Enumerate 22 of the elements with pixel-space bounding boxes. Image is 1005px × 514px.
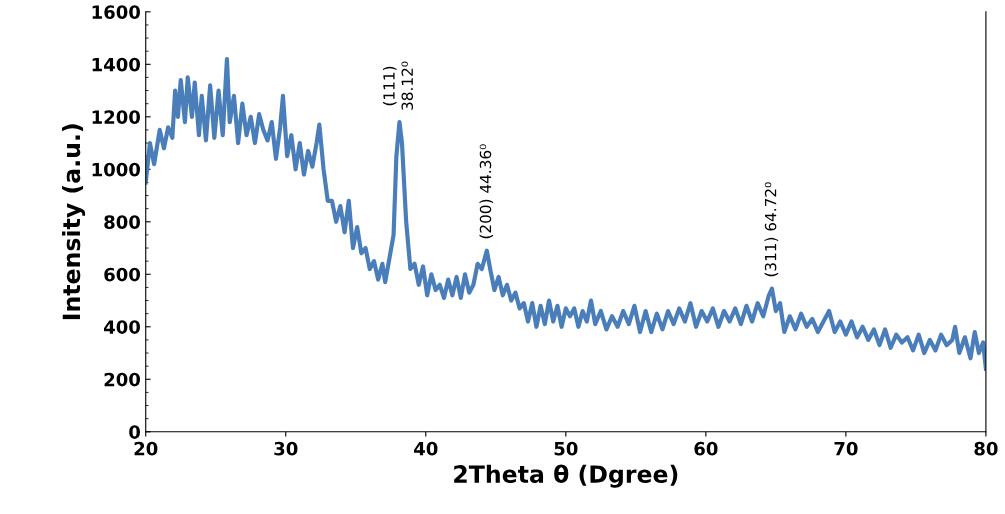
x-tick-label: 80: [974, 441, 998, 456]
annotation: (311) 64.72⁰: [764, 182, 779, 277]
y-tick-label: 1400: [92, 57, 140, 72]
y-tick-label: 1200: [92, 110, 140, 124]
y-tick-label: 600: [104, 267, 140, 282]
y-tick-label: 200: [104, 372, 140, 387]
x-tick-label: 30: [274, 441, 298, 456]
annotation: (200) 44.36⁰: [479, 144, 494, 239]
x-tick-label: 70: [834, 441, 858, 456]
x-tick-label: 20: [134, 441, 158, 456]
y-tick-label: 400: [103, 320, 140, 334]
y-axis-title: Intensity (a.u.): [62, 124, 86, 320]
x-tick-label: 60: [694, 441, 718, 456]
y-tick-label: 1600: [92, 5, 140, 19]
y-tick-label: 1000: [92, 162, 140, 177]
line-series: [145, 56, 986, 371]
x-axis-title: 2Theta θ (Dgree): [454, 464, 678, 488]
y-tick-label: 800: [104, 215, 140, 229]
annotation: (111) 38.12⁰: [382, 61, 414, 110]
y-tick-label: 0: [129, 425, 140, 439]
x-tick-label: 40: [414, 441, 438, 456]
x-tick-label: 50: [554, 441, 578, 456]
